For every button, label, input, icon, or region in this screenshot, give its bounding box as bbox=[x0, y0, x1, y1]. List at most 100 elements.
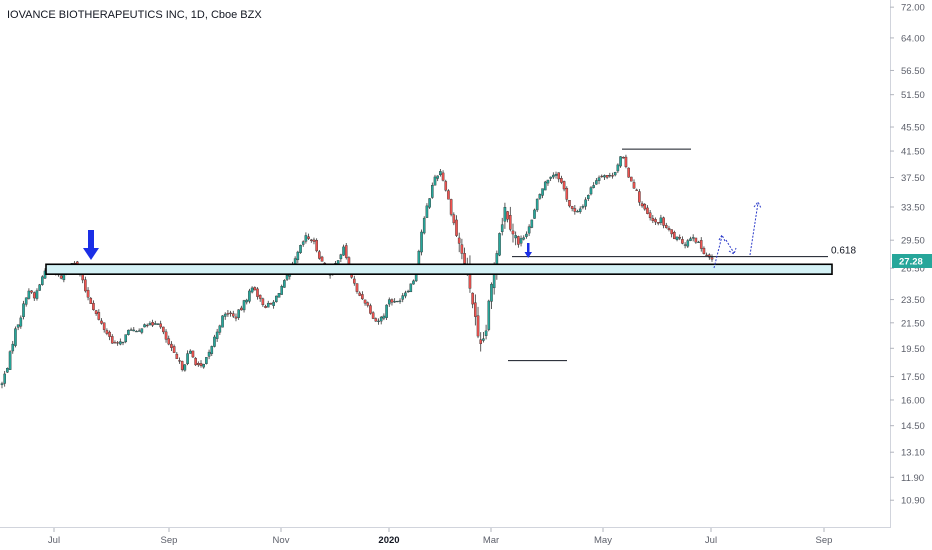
candle-body bbox=[175, 353, 179, 359]
candle bbox=[213, 334, 216, 348]
candle bbox=[710, 254, 714, 262]
candle bbox=[113, 340, 117, 344]
candle-body bbox=[557, 172, 561, 180]
candle bbox=[541, 188, 544, 199]
candle-body bbox=[105, 330, 109, 334]
candle-body bbox=[188, 350, 192, 354]
y-tick-label: 41.50 bbox=[901, 147, 925, 158]
candle-body bbox=[511, 230, 515, 235]
candle bbox=[686, 238, 690, 249]
candle-body bbox=[16, 324, 20, 328]
candle-body bbox=[164, 331, 168, 340]
candle bbox=[24, 297, 28, 307]
candle bbox=[86, 287, 90, 301]
candle-body bbox=[576, 211, 579, 213]
candle bbox=[705, 252, 708, 256]
candle-body bbox=[640, 203, 644, 207]
candle-body bbox=[178, 360, 181, 362]
candle-body bbox=[605, 175, 609, 178]
candle-body bbox=[97, 312, 101, 320]
candle-body bbox=[562, 181, 566, 190]
candle bbox=[600, 174, 604, 178]
candle-body bbox=[554, 174, 558, 176]
candle-body bbox=[363, 299, 367, 304]
candle-body bbox=[581, 206, 585, 208]
candle-body bbox=[374, 318, 378, 322]
candle bbox=[678, 234, 682, 241]
candle-body bbox=[525, 233, 528, 237]
candle bbox=[0, 381, 4, 389]
candle bbox=[116, 340, 119, 346]
candle bbox=[151, 319, 154, 328]
candle-body bbox=[517, 236, 520, 245]
candle-body bbox=[541, 188, 544, 196]
candle bbox=[406, 289, 410, 293]
candle-body bbox=[213, 336, 216, 347]
candle bbox=[404, 290, 407, 299]
candle bbox=[304, 232, 308, 244]
candle-body bbox=[455, 219, 458, 236]
candle-body bbox=[592, 185, 595, 188]
candle bbox=[205, 357, 208, 365]
x-tick-label: Mar bbox=[483, 535, 499, 546]
candle-body bbox=[283, 280, 286, 288]
candle bbox=[390, 298, 394, 306]
candle-body bbox=[689, 238, 692, 241]
candle-body bbox=[463, 253, 466, 264]
candle bbox=[444, 179, 448, 192]
y-tick-label: 33.50 bbox=[901, 202, 925, 213]
time-axis[interactable]: Jul Sep Nov 2020 Mar May Jul Sep bbox=[0, 527, 890, 547]
candle bbox=[256, 287, 259, 300]
candle-body bbox=[549, 176, 552, 179]
candle-body bbox=[320, 256, 324, 262]
candle-body bbox=[705, 254, 708, 256]
candle-body bbox=[129, 329, 133, 331]
candle bbox=[283, 279, 286, 288]
candle bbox=[535, 198, 539, 213]
y-tick-label: 45.50 bbox=[901, 123, 925, 134]
candle-body bbox=[611, 175, 614, 177]
candle bbox=[188, 349, 192, 354]
candle-body bbox=[708, 254, 711, 258]
candle bbox=[296, 250, 300, 264]
support-zone-rect[interactable] bbox=[45, 263, 833, 275]
candle bbox=[153, 320, 157, 325]
candle bbox=[560, 175, 563, 185]
x-tick-label: Sep bbox=[816, 535, 833, 546]
candle-body bbox=[197, 363, 200, 366]
candle bbox=[425, 203, 429, 218]
candlestick-series bbox=[0, 154, 714, 389]
candle-body bbox=[662, 217, 665, 226]
candle bbox=[476, 306, 480, 339]
candle-body bbox=[490, 283, 493, 302]
candle bbox=[156, 323, 160, 325]
candle bbox=[97, 309, 101, 321]
candle bbox=[202, 363, 206, 369]
candle-body bbox=[431, 185, 434, 198]
candle bbox=[369, 303, 372, 315]
candle bbox=[557, 172, 561, 183]
candle-body bbox=[135, 330, 138, 333]
candle bbox=[135, 330, 138, 333]
candle-body bbox=[379, 316, 383, 322]
candle-body bbox=[240, 307, 243, 311]
candle-body bbox=[595, 180, 598, 185]
candle-body bbox=[514, 235, 517, 239]
candle bbox=[100, 318, 103, 325]
candle-body bbox=[710, 257, 714, 260]
last-price-tag: 27.28 bbox=[892, 254, 932, 268]
candle bbox=[89, 296, 93, 304]
candle bbox=[401, 292, 405, 303]
candle bbox=[595, 177, 598, 185]
price-axis[interactable]: 72.00 64.00 56.50 51.50 45.50 41.50 37.50 33.50… bbox=[890, 0, 925, 528]
candle-body bbox=[600, 175, 604, 178]
candle-body bbox=[697, 241, 700, 243]
candle-body bbox=[686, 240, 690, 247]
candle bbox=[479, 332, 483, 352]
candle bbox=[689, 236, 692, 242]
candle bbox=[613, 171, 617, 177]
candle bbox=[565, 186, 569, 202]
candle-body bbox=[339, 254, 343, 260]
candle-body bbox=[202, 364, 206, 368]
